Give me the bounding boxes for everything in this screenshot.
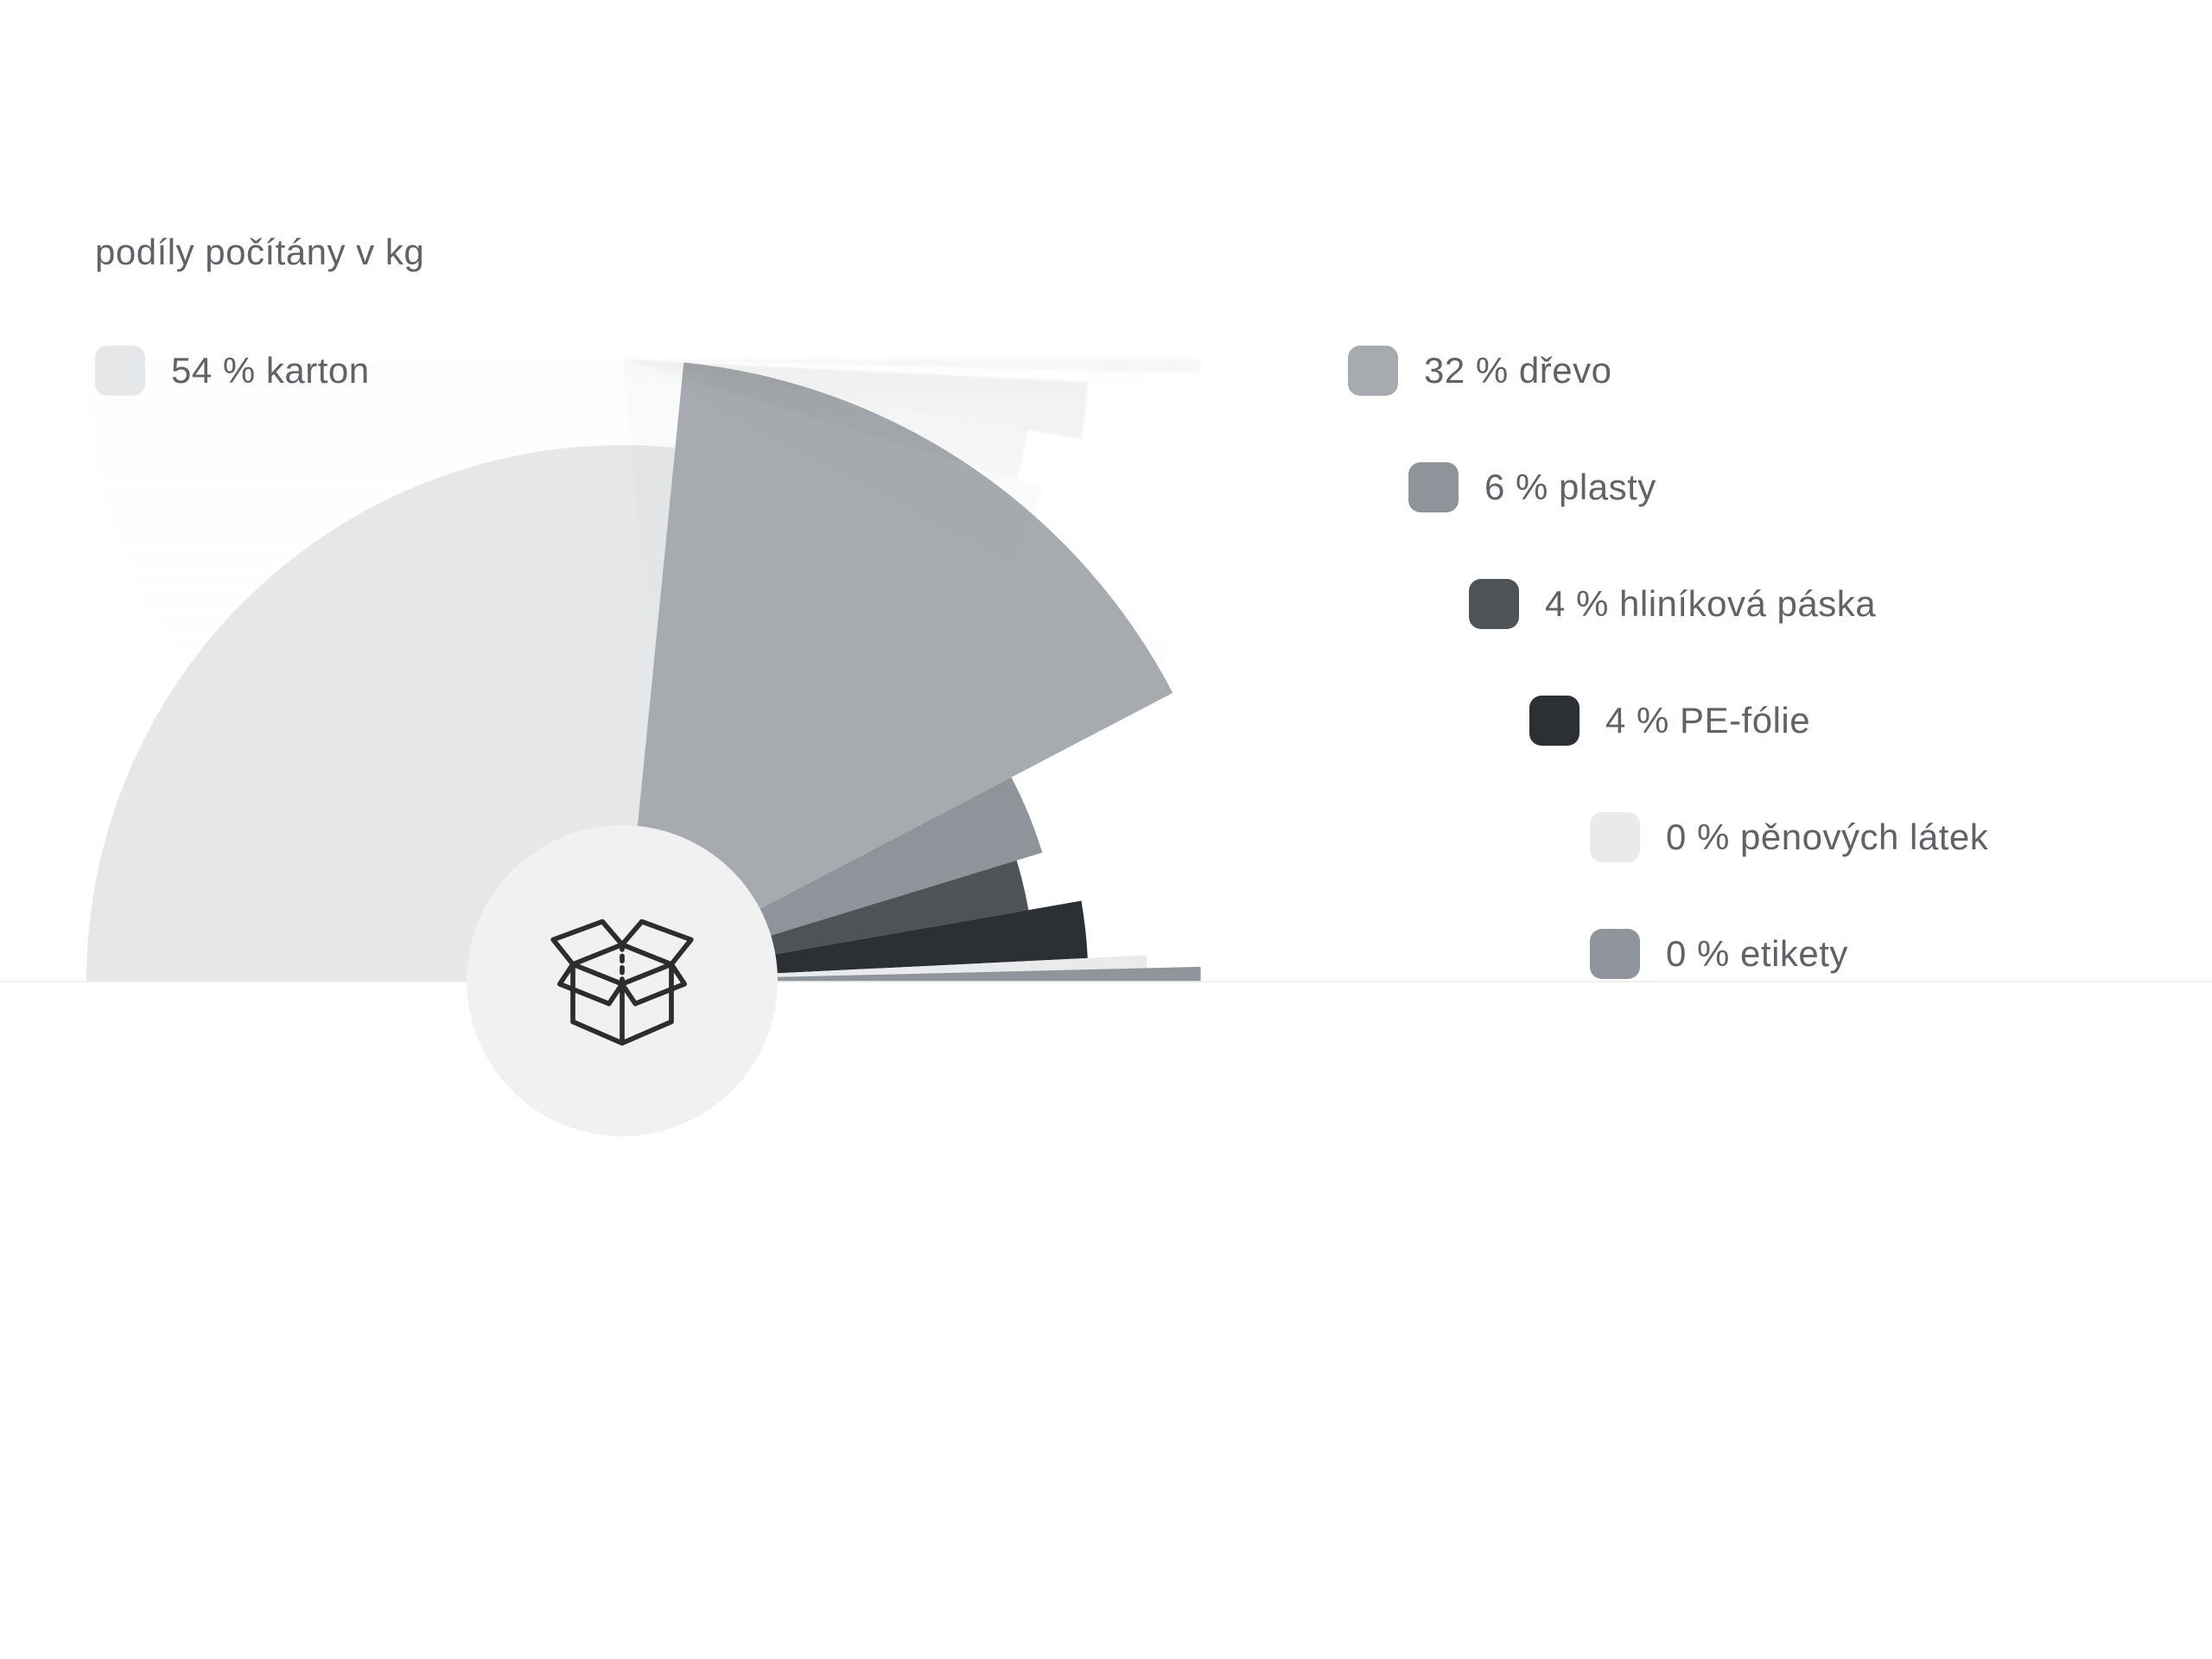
legend-swatch-etikety bbox=[1590, 929, 1640, 979]
center-icon-circle bbox=[467, 825, 778, 1136]
legend-label-hlinik: 4 % hliníková páska bbox=[1545, 583, 1876, 625]
legend-swatch-karton bbox=[95, 346, 145, 396]
fan-chart-reflection bbox=[0, 351, 2212, 981]
box-icon bbox=[540, 899, 704, 1063]
legend-item-penove: 0 % pěnových látek bbox=[1590, 812, 1988, 862]
legend-swatch-penove bbox=[1590, 812, 1640, 862]
legend-label-penove: 0 % pěnových látek bbox=[1666, 817, 1988, 858]
legend-item-etikety: 0 % etikety bbox=[1590, 929, 1848, 979]
legend-item-plasty: 6 % plasty bbox=[1408, 462, 1656, 512]
legend-swatch-pefolie bbox=[1529, 696, 1580, 746]
legend-label-pefolie: 4 % PE-fólie bbox=[1605, 700, 1810, 741]
legend-item-pefolie: 4 % PE-fólie bbox=[1529, 696, 1810, 746]
legend-label-karton: 54 % karton bbox=[171, 350, 370, 391]
legend-item-hlinik: 4 % hliníková páska bbox=[1469, 579, 1876, 629]
legend-swatch-plasty bbox=[1408, 462, 1459, 512]
legend-label-drevo: 32 % dřevo bbox=[1424, 350, 1611, 391]
legend-label-etikety: 0 % etikety bbox=[1666, 933, 1848, 975]
legend-item-karton: 54 % karton bbox=[95, 346, 370, 396]
legend-swatch-drevo bbox=[1348, 346, 1398, 396]
slice-karton bbox=[86, 359, 675, 895]
legend-label-plasty: 6 % plasty bbox=[1484, 467, 1656, 508]
chart-subtitle: podíly počítány v kg bbox=[95, 232, 424, 273]
legend-item-drevo: 32 % dřevo bbox=[1348, 346, 1611, 396]
chart-canvas: podíly počítány v kg 54 % karton 32 % dř… bbox=[0, 0, 2212, 1659]
legend-swatch-hlinik bbox=[1469, 579, 1519, 629]
